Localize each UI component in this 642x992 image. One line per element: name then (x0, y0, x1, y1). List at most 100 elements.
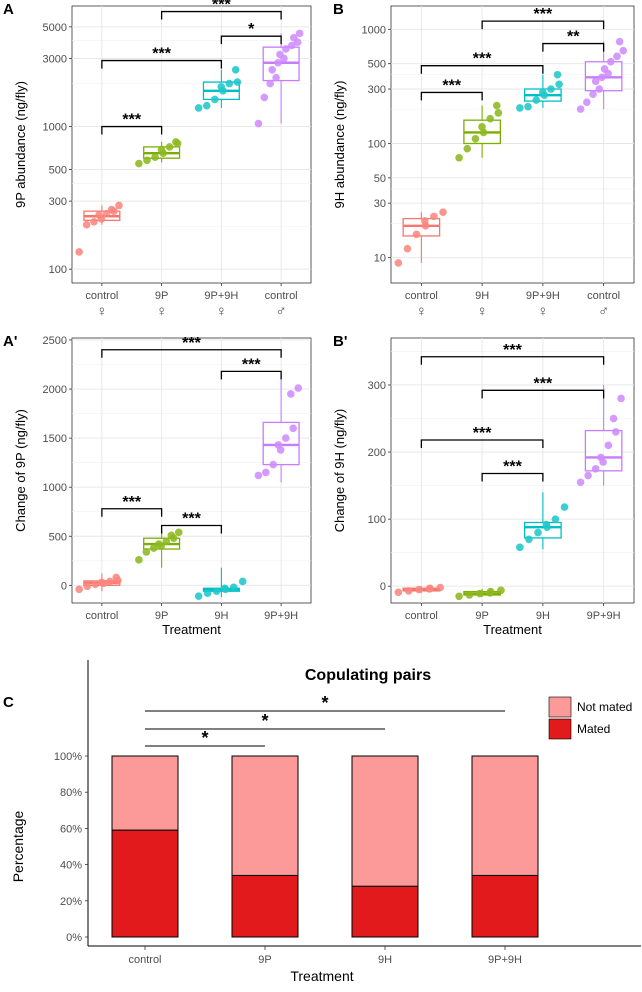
data-point (295, 29, 304, 38)
data-point (471, 134, 480, 143)
legend-key-not-mated (548, 696, 572, 718)
panel-a-prime-change-9p: 0 500 1000 1500 2000 2500 control 9P 9H 9P+9H *** *… (13, 335, 312, 637)
data-point (289, 33, 298, 42)
legend-key-mated (548, 718, 572, 740)
x-tick-label: 9P (155, 290, 168, 302)
y-tick-label: 1500 (43, 433, 67, 445)
data-point (167, 531, 176, 540)
y-axis-label: 9P abundance (ng/fly) (13, 81, 28, 208)
significance-bracket (220, 370, 282, 380)
data-point (576, 478, 585, 487)
y-tick-label: 40% (60, 860, 82, 872)
y-tick-label: 2000 (43, 384, 67, 396)
x-tick-label: 9P (258, 954, 271, 966)
data-point (525, 535, 533, 544)
legend-label-mated: Mated (577, 722, 610, 736)
significance-label: *** (503, 459, 522, 476)
y-tick-label: 3000 (43, 53, 67, 65)
panel-c-title: Copulating pairs (305, 667, 431, 684)
panel-label-b-prime: B' (333, 333, 347, 350)
significance-bracket (101, 508, 163, 517)
data-point (217, 82, 226, 91)
x-tick-label: 9H (214, 610, 228, 622)
x-tick-label: control (265, 290, 298, 302)
data-point (465, 591, 474, 599)
bar-not-mated (231, 755, 299, 876)
y-axis-label: Change of 9P (ng/fly) (13, 409, 28, 532)
sex-symbol: ♀ (96, 303, 107, 320)
significance-label: ** (567, 29, 580, 46)
data-point (394, 588, 403, 597)
significance-label: *** (152, 46, 171, 63)
data-point (576, 105, 585, 113)
data-point (415, 585, 423, 594)
data-point (282, 45, 290, 53)
data-point (455, 153, 463, 162)
data-point (91, 580, 100, 589)
data-point (412, 230, 421, 239)
significance-label: *** (442, 77, 461, 94)
significance-label: * (321, 693, 328, 713)
data-point (231, 65, 240, 74)
data-point (524, 102, 532, 111)
y-tick-label: 10 (374, 253, 386, 265)
data-point (225, 79, 234, 88)
significance-label: *** (122, 494, 141, 511)
data-point (115, 201, 123, 210)
data-point (595, 85, 604, 93)
significance-label: * (248, 21, 255, 38)
data-point (553, 70, 562, 79)
data-point (463, 144, 472, 153)
x-tick-label: 9H (378, 954, 392, 966)
y-tick-label: 50 (374, 173, 386, 185)
data-point (560, 503, 569, 511)
x-tick-label: 9P+9H (587, 610, 621, 622)
x-tick-label: control (405, 290, 438, 302)
y-tick-label: 500 (49, 164, 67, 176)
data-point (151, 153, 159, 161)
x-tick-label: 9P+9H (488, 954, 522, 966)
data-point (281, 434, 290, 442)
significance-bracket (160, 524, 223, 534)
data-point (266, 79, 274, 88)
x-tick-label: 9P+9H (264, 610, 298, 622)
data-point (194, 104, 203, 112)
data-point (542, 520, 551, 529)
bar-not-mated (351, 755, 419, 887)
y-tick-label: 100 (368, 138, 386, 150)
data-point (516, 104, 524, 112)
significance-bracket (420, 439, 544, 448)
significance-label: *** (503, 342, 522, 359)
data-point (174, 528, 183, 537)
x-axis-label: Treatment (162, 622, 221, 637)
data-point (162, 537, 171, 545)
data-point (143, 156, 151, 165)
significance-label: *** (534, 375, 553, 392)
y-axis-label: 9H abundance (ng/fly) (332, 81, 347, 209)
y-tick-label: 500 (368, 59, 386, 71)
data-point (233, 78, 242, 86)
data-point (238, 577, 247, 586)
data-point (591, 77, 600, 86)
significance-bracket (220, 35, 282, 45)
y-tick-label: 5000 (43, 22, 67, 34)
bar-mated (471, 874, 539, 938)
data-point (547, 85, 555, 93)
data-point (426, 584, 434, 593)
bar-mated (351, 885, 419, 938)
x-tick-label: control (85, 290, 118, 302)
data-point (532, 96, 541, 104)
panel-b-9h-abundance: 1030501003005001000control♀9H♀9P+9H♀cont… (332, 5, 635, 320)
panel-label-c: C (3, 694, 14, 711)
significance-bracket (481, 20, 605, 30)
data-point (269, 460, 278, 469)
x-tick-label: control (128, 954, 161, 966)
data-point (597, 453, 605, 462)
x-tick-label: 9P+9H (204, 290, 238, 302)
bar-mated (231, 874, 299, 938)
data-point (172, 138, 180, 146)
significance-label: *** (534, 6, 553, 23)
significance-bracket (420, 356, 605, 365)
data-point (155, 540, 163, 548)
data-point (157, 145, 166, 154)
